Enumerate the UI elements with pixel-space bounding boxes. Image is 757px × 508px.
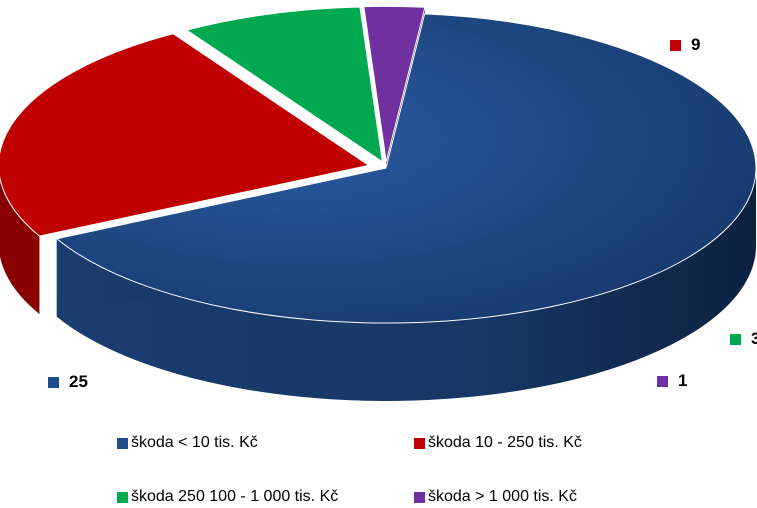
legend-label: škoda 250 100 - 1 000 tis. Kč [131,488,339,505]
legend-item-3: škoda 250 100 - 1 000 tis. Kč [117,488,338,506]
data-label-swatch [657,375,668,387]
legend-swatch [414,437,425,449]
data-label-purple: 1 [657,371,687,391]
data-label-swatch [730,333,741,345]
data-label-blue: 25 [48,372,88,392]
data-label-value: 1 [678,371,688,390]
legend-item-2: škoda 10 - 250 tis. Kč [414,434,582,452]
data-label-value: 25 [69,372,88,391]
data-label-value: 3 [751,329,757,348]
slice-skoda-gt-1000-top [363,5,426,162]
slice-skoda-lt-10-top [55,13,757,324]
legend-swatch [117,491,128,503]
slice-skoda-lt-10-side [56,168,757,401]
data-label-swatch [48,376,59,388]
legend-item-4: škoda > 1 000 tis. Kč [414,488,577,506]
legend-swatch [414,491,425,503]
slice-skoda-10-250-side [0,178,40,315]
data-label-green: 3 [730,329,757,349]
legend-swatch [117,437,128,449]
legend-label: škoda 10 - 250 tis. Kč [428,434,582,451]
legend-label: škoda < 10 tis. Kč [131,434,258,451]
legend-item-1: škoda < 10 tis. Kč [117,434,258,452]
data-label-red: 9 [670,35,700,55]
slice-skoda-250-1000-top [185,6,384,163]
slice-skoda-10-250-top [0,33,370,237]
legend-label: škoda > 1 000 tis. Kč [428,488,577,505]
data-label-value: 9 [691,35,701,54]
data-label-swatch [670,39,681,51]
